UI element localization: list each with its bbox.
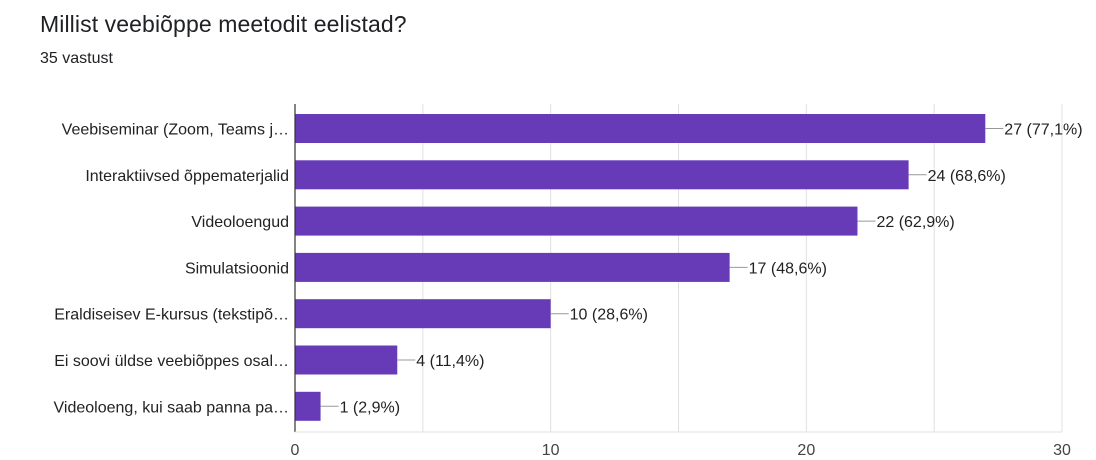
category-label: Videoloeng, kui saab panna pa… (54, 399, 289, 416)
bar (295, 206, 858, 236)
data-label: 4 (11,4%) (416, 353, 484, 370)
bar (295, 345, 398, 375)
category-label: Videoloengud (191, 214, 289, 231)
x-tick-label: 20 (797, 442, 815, 459)
bar (295, 299, 551, 329)
x-tick-label: 30 (1053, 442, 1071, 459)
bar (295, 391, 321, 421)
category-label: Ei soovi üldse veebiõppes osal… (54, 353, 289, 370)
data-label: 1 (2,9%) (340, 399, 400, 416)
x-tick-label: 0 (291, 442, 300, 459)
bar (295, 160, 909, 190)
data-label: 10 (28,6%) (570, 307, 648, 324)
bar (295, 252, 730, 282)
chart-title: Millist veebiõppe meetodit eelistad? (40, 11, 407, 37)
category-label: Interaktiivsed õppematerjalid (85, 168, 289, 185)
data-label: 22 (62,9%) (876, 214, 954, 231)
category-label: Simulatsioonid (185, 260, 289, 277)
data-label: 24 (68,6%) (928, 168, 1006, 185)
response-count: 35 vastust (40, 50, 113, 67)
x-tick-label: 10 (542, 442, 560, 459)
category-label: Veebiseminar (Zoom, Teams j… (62, 122, 289, 139)
data-label: 27 (77,1%) (1004, 122, 1082, 139)
category-label: Eraldiseisev E-kursus (tekstipõ… (54, 307, 289, 324)
bar (295, 114, 986, 143)
data-label: 17 (48,6%) (749, 260, 827, 277)
